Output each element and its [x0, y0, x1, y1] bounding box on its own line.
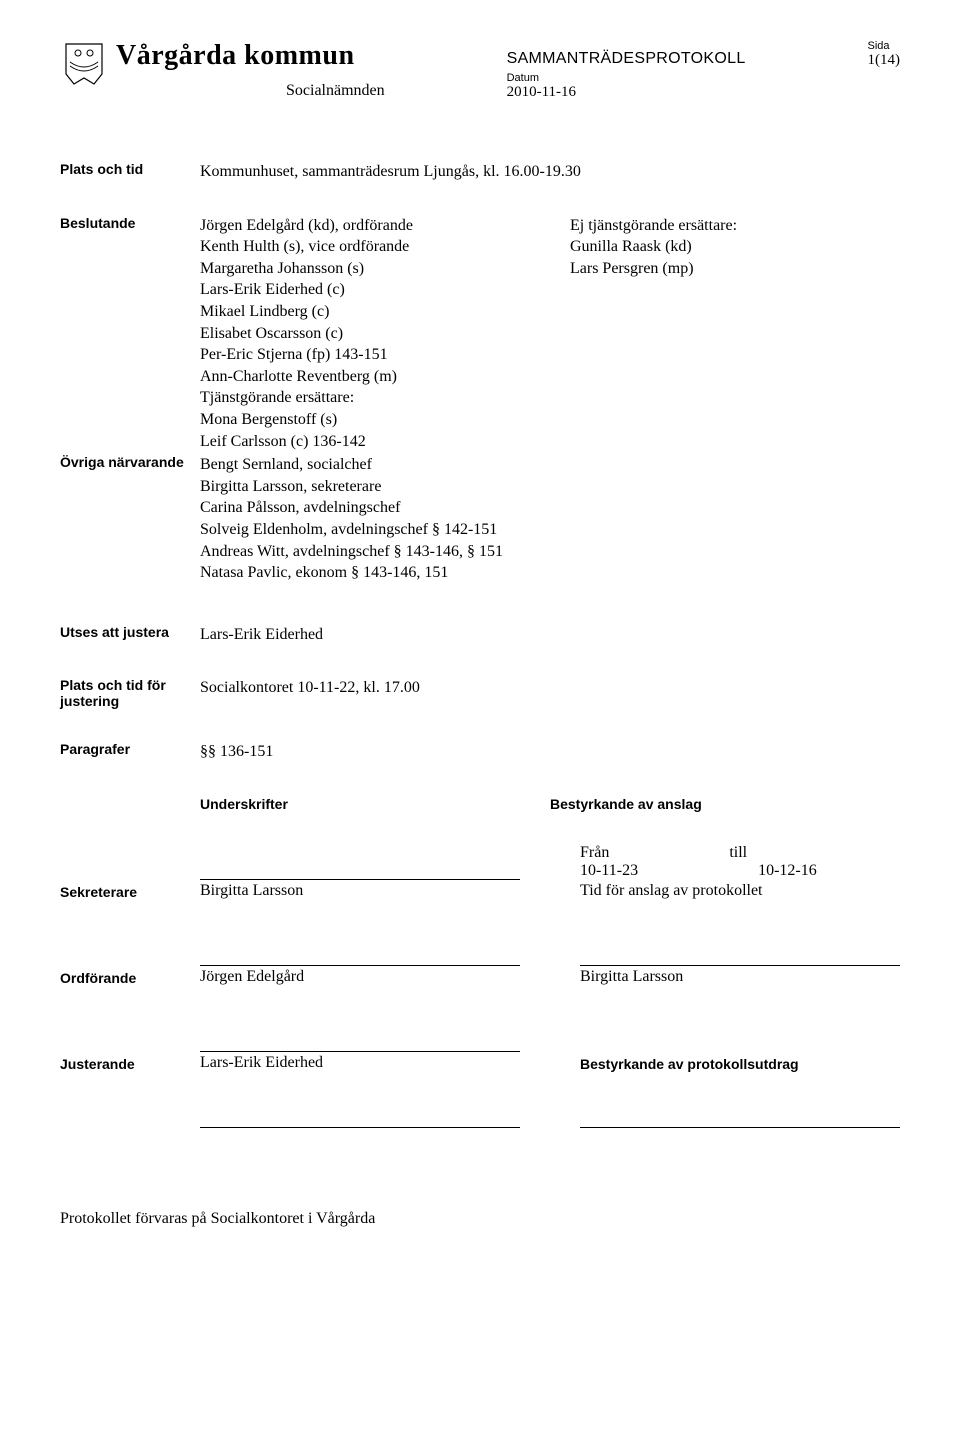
beslutande-content: Jörgen Edelgård (kd), ordförande Kenth H… — [200, 215, 900, 453]
fran-till-labels: Från till — [580, 844, 900, 862]
justerande-label: Justerande — [60, 1056, 200, 1072]
underskrifter-label: Underskrifter — [200, 795, 550, 814]
utses-label: Utses att justera — [60, 624, 200, 646]
ej-tjanstgorande: Ej tjänstgörande ersättare: Gunilla Raas… — [570, 215, 900, 453]
member: Tjänstgörande ersättare: — [200, 387, 530, 409]
sekreterare-sig-block: Birgitta Larsson — [200, 859, 520, 900]
ovriga-member: Solveig Eldenholm, avdelningschef § 142-… — [200, 519, 900, 541]
plats-justering-label: Plats och tid för justering — [60, 677, 200, 709]
signature-line — [580, 1107, 900, 1128]
ovriga-member: Carina Pålsson, avdelningschef — [200, 497, 900, 519]
doc-type: SAMMANTRÄDESPROTOKOLL — [507, 50, 746, 68]
member: Ann-Charlotte Reventberg (m) — [200, 366, 530, 388]
fran-till-values: 10-11-23 10-12-16 — [580, 862, 900, 880]
committee-name: Socialnämnden — [286, 82, 385, 100]
logo-icon — [60, 40, 108, 88]
signature-line — [580, 945, 900, 966]
extra-sig-block-left — [200, 1107, 520, 1130]
extra-sig-row — [60, 1107, 900, 1130]
till-label: till — [729, 844, 747, 862]
member: Margaretha Johansson (s) — [200, 258, 530, 280]
signature-line — [200, 859, 520, 880]
utses-section: Utses att justera Lars-Erik Eiderhed — [60, 624, 900, 646]
bestyrkande-label: Bestyrkande av anslag — [550, 795, 900, 814]
plats-justering-value: Socialkontoret 10-11-22, kl. 17.00 — [200, 677, 900, 709]
page: Vårgårda kommun Socialnämnden SAMMANTRÄD… — [0, 0, 960, 1449]
anslag-block: Från till 10-11-23 10-12-16 Tid för ansl… — [580, 844, 900, 900]
beslutande-label: Beslutande — [60, 215, 200, 453]
paragrafer-value: §§ 136-151 — [200, 741, 900, 763]
justerande-row: Justerande Lars-Erik Eiderhed Bestyrkand… — [60, 1031, 900, 1072]
ordforande-right-block: Birgitta Larsson — [580, 945, 900, 986]
spacer — [60, 795, 200, 814]
plats-och-tid-section: Plats och tid Kommunhuset, sammanträdesr… — [60, 161, 900, 183]
plats-och-tid-value: Kommunhuset, sammanträdesrum Ljungås, kl… — [200, 161, 900, 183]
ordforande-right-name: Birgitta Larsson — [580, 968, 900, 986]
member: Kenth Hulth (s), vice ordförande — [200, 236, 530, 258]
plats-justering-section: Plats och tid för justering Socialkontor… — [60, 677, 900, 709]
ovriga-member: Birgitta Larsson, sekreterare — [200, 476, 900, 498]
date-label: Datum — [507, 72, 746, 84]
fran-value: 10-11-23 — [580, 862, 638, 880]
sekreterare-row: Sekreterare Birgitta Larsson Från till 1… — [60, 844, 900, 900]
org-name: Vårgårda kommun — [116, 40, 385, 72]
ovriga-member: Natasa Pavlic, ekonom § 143-146, 151 — [200, 562, 900, 584]
signature-line — [200, 945, 520, 966]
page-number: 1(14) — [868, 52, 901, 69]
ovriga-label: Övriga närvarande — [60, 454, 200, 584]
fran-label: Från — [580, 844, 609, 862]
underskrifter-content: Underskrifter Bestyrkande av anslag — [200, 795, 900, 814]
ordforande-sig-block: Jörgen Edelgård — [200, 945, 520, 986]
date-value: 2010-11-16 — [507, 84, 746, 101]
ovriga-content: Bengt Sernland, socialchef Birgitta Lars… — [200, 454, 900, 584]
ordforande-name: Jörgen Edelgård — [200, 968, 520, 986]
org-title-block: Vårgårda kommun Socialnämnden — [116, 40, 385, 100]
ej-member: Lars Persgren (mp) — [570, 258, 900, 280]
ordforande-label: Ordförande — [60, 970, 200, 986]
ordforande-row: Ordförande Jörgen Edelgård Birgitta Lars… — [60, 945, 900, 986]
member: Lars-Erik Eiderhed (c) — [200, 279, 530, 301]
utses-value: Lars-Erik Eiderhed — [200, 624, 900, 646]
header-right: Sida 1(14) — [868, 40, 901, 69]
ovriga-member: Bengt Sernland, socialchef — [200, 454, 900, 476]
extra-sig-block-right — [580, 1107, 900, 1130]
beslutande-section: Beslutande Jörgen Edelgård (kd), ordföra… — [60, 215, 900, 453]
member: Per-Eric Stjerna (fp) 143-151 — [200, 344, 530, 366]
ej-label: Ej tjänstgörande ersättare: — [570, 215, 900, 237]
member: Elisabet Oscarsson (c) — [200, 323, 530, 345]
plats-och-tid-label: Plats och tid — [60, 161, 200, 183]
ovriga-member: Andreas Witt, avdelningschef § 143-146, … — [200, 541, 900, 563]
signature-line — [200, 1107, 520, 1128]
ovriga-section: Övriga närvarande Bengt Sernland, social… — [60, 454, 900, 584]
justerande-sig-block: Lars-Erik Eiderhed — [200, 1031, 520, 1072]
sida-label: Sida — [868, 40, 901, 52]
paragrafer-label: Paragrafer — [60, 741, 200, 763]
header-center: SAMMANTRÄDESPROTOKOLL Datum 2010-11-16 — [507, 50, 746, 101]
bestyrkande-utdrag-label: Bestyrkande av protokollsutdrag — [580, 1056, 900, 1072]
bestyrkande-utdrag-block: Bestyrkande av protokollsutdrag — [580, 1056, 900, 1072]
header-left: Vårgårda kommun Socialnämnden — [60, 40, 385, 100]
sekreterare-name: Birgitta Larsson — [200, 882, 520, 900]
till-value: 10-12-16 — [758, 862, 817, 880]
header: Vårgårda kommun Socialnämnden SAMMANTRÄD… — [60, 40, 900, 101]
member: Mona Bergenstoff (s) — [200, 409, 530, 431]
ej-member: Gunilla Raask (kd) — [570, 236, 900, 258]
tid-for-anslag: Tid för anslag av protokollet — [580, 882, 900, 900]
paragrafer-section: Paragrafer §§ 136-151 — [60, 741, 900, 763]
member: Mikael Lindberg (c) — [200, 301, 530, 323]
member: Leif Carlsson (c) 136-142 — [200, 431, 530, 453]
justerande-name: Lars-Erik Eiderhed — [200, 1054, 520, 1072]
sekreterare-label: Sekreterare — [60, 884, 200, 900]
member: Jörgen Edelgård (kd), ordförande — [200, 215, 530, 237]
footer-text: Protokollet förvaras på Socialkontoret i… — [60, 1210, 900, 1228]
signature-line — [200, 1031, 520, 1052]
beslutande-members: Jörgen Edelgård (kd), ordförande Kenth H… — [200, 215, 530, 453]
underskrifter-row: Underskrifter Bestyrkande av anslag — [60, 795, 900, 814]
